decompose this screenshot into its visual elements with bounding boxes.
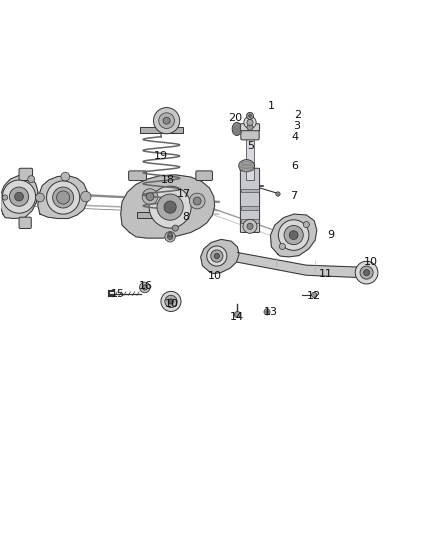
Circle shape — [172, 225, 178, 231]
FancyBboxPatch shape — [196, 171, 212, 181]
Circle shape — [168, 232, 172, 237]
Circle shape — [279, 244, 286, 249]
FancyBboxPatch shape — [129, 171, 147, 181]
Text: 14: 14 — [230, 312, 244, 322]
Circle shape — [249, 115, 251, 117]
Polygon shape — [237, 253, 367, 278]
Circle shape — [247, 223, 253, 229]
Text: 8: 8 — [183, 212, 190, 222]
Text: 3: 3 — [293, 121, 300, 131]
Circle shape — [264, 309, 270, 315]
Circle shape — [14, 192, 23, 201]
Circle shape — [146, 193, 154, 200]
Circle shape — [164, 201, 176, 213]
Polygon shape — [271, 214, 317, 257]
Text: 16: 16 — [139, 281, 153, 291]
Circle shape — [211, 250, 223, 262]
Circle shape — [153, 108, 180, 134]
Text: 5: 5 — [247, 141, 254, 151]
Circle shape — [140, 282, 150, 293]
Circle shape — [3, 180, 35, 213]
Circle shape — [303, 222, 309, 228]
Circle shape — [163, 117, 170, 124]
Circle shape — [284, 225, 303, 245]
Circle shape — [168, 299, 173, 304]
Circle shape — [61, 172, 70, 181]
Ellipse shape — [239, 159, 254, 172]
Circle shape — [81, 191, 91, 202]
Polygon shape — [121, 175, 215, 238]
Circle shape — [159, 113, 174, 128]
Bar — [138, 212, 185, 219]
Circle shape — [364, 270, 370, 276]
Circle shape — [247, 112, 254, 119]
Text: 15: 15 — [111, 288, 125, 298]
Circle shape — [234, 311, 240, 318]
Circle shape — [189, 193, 205, 209]
Circle shape — [165, 295, 177, 308]
Circle shape — [161, 292, 181, 311]
Bar — [241, 189, 259, 192]
Circle shape — [165, 231, 175, 242]
Circle shape — [276, 192, 280, 196]
Circle shape — [311, 292, 317, 297]
Circle shape — [244, 116, 256, 128]
Text: 7: 7 — [290, 191, 298, 201]
Circle shape — [243, 220, 257, 233]
Text: 4: 4 — [292, 132, 299, 142]
Circle shape — [149, 186, 191, 228]
Circle shape — [57, 191, 70, 204]
Circle shape — [28, 176, 35, 183]
Circle shape — [53, 187, 74, 208]
Bar — [241, 206, 259, 210]
Circle shape — [142, 189, 158, 205]
Circle shape — [193, 197, 201, 205]
Polygon shape — [201, 239, 239, 273]
Text: 9: 9 — [327, 230, 334, 240]
Text: 10: 10 — [165, 300, 179, 310]
Text: 11: 11 — [319, 269, 333, 279]
Text: 19: 19 — [154, 151, 169, 161]
Text: 10: 10 — [364, 257, 378, 267]
Circle shape — [279, 220, 309, 251]
Ellipse shape — [232, 123, 242, 135]
Circle shape — [247, 124, 253, 130]
FancyBboxPatch shape — [241, 128, 259, 140]
Polygon shape — [1, 175, 38, 219]
Circle shape — [360, 266, 373, 279]
FancyBboxPatch shape — [19, 168, 32, 181]
Circle shape — [355, 261, 378, 284]
Circle shape — [3, 195, 8, 200]
Text: 6: 6 — [291, 161, 298, 171]
Circle shape — [289, 231, 298, 239]
Circle shape — [142, 285, 148, 290]
Text: 12: 12 — [307, 291, 321, 301]
Text: 17: 17 — [177, 189, 191, 199]
Text: 13: 13 — [264, 308, 278, 317]
Circle shape — [266, 311, 268, 313]
Circle shape — [214, 253, 219, 259]
Circle shape — [167, 234, 173, 239]
Circle shape — [46, 181, 80, 214]
Text: 1: 1 — [268, 101, 275, 111]
FancyBboxPatch shape — [19, 217, 31, 229]
Bar — [246, 133, 254, 180]
Text: 2: 2 — [294, 110, 301, 119]
Polygon shape — [38, 176, 87, 219]
Text: 18: 18 — [161, 175, 175, 185]
Circle shape — [10, 187, 28, 206]
Text: 20: 20 — [228, 113, 242, 123]
Circle shape — [35, 193, 44, 202]
Circle shape — [58, 192, 68, 203]
Circle shape — [247, 119, 253, 125]
Circle shape — [207, 246, 227, 266]
FancyBboxPatch shape — [240, 124, 260, 131]
Circle shape — [157, 194, 183, 220]
Bar — [140, 127, 183, 133]
Bar — [241, 220, 259, 223]
FancyBboxPatch shape — [240, 168, 260, 232]
Text: 10: 10 — [208, 271, 222, 281]
